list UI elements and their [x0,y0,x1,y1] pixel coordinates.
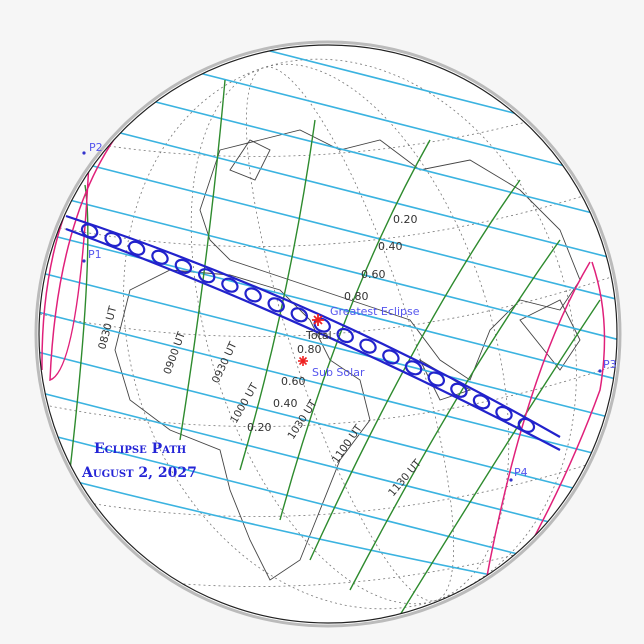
meridian-line [123,58,577,610]
umbra-shadow-oval [427,371,446,387]
umbra-shadow-oval [495,405,513,422]
p4-dot [509,478,513,482]
greatest-eclipse-label: Greatest Eclipse [330,305,420,318]
p3-dot [598,369,602,373]
magnitude-label: 0.20 [247,421,272,434]
umbra-shadow-oval [404,360,423,376]
time-lines [69,79,601,616]
magnitude-line [39,349,617,501]
umbra-shadow-oval [267,297,285,313]
magnitude-label: 0.20 [393,213,418,226]
title-line-1: Eclipse Path [94,441,186,457]
penumbra-limit-east [479,261,591,616]
magnitude-label: 0.40 [378,240,403,253]
contact-point-p1: P1 [88,248,102,261]
magnitude-label: 0.60 [281,375,306,388]
umbra-shadow-oval [197,268,216,284]
umbra-shadow-oval [127,240,146,256]
umbra-shadow-oval [244,287,262,303]
parallel-line [39,363,617,427]
magnitude-line [39,309,617,461]
umbra-shadow-oval [80,223,99,239]
umbra-shadow-oval [174,258,193,274]
total-label: Total [305,329,332,342]
umbra-shadow-oval [221,277,239,293]
magnitude-line [39,389,617,541]
umbra-shadow-oval [472,394,491,410]
time-line [399,299,601,616]
eclipse-path [65,214,561,451]
time-line [279,139,431,521]
magnitude-label: 0.80 [344,290,369,303]
contact-point-p3: P3 [603,358,617,371]
magnitude-label: 0.60 [361,268,386,281]
contact-point-p4: P4 [514,466,528,479]
time-line [239,119,316,471]
magnitude-line [39,149,617,301]
parallel-line [39,453,617,517]
magnitude-label: 0.40 [273,397,298,410]
umbra-shadow-oval [104,231,122,248]
globe-outline [38,44,618,624]
umbra-shadow-oval [382,349,400,365]
path-south-limit [65,227,561,451]
magnitude-label: 0.80 [297,343,322,356]
contact-point-p2: P2 [89,141,103,154]
continent-outline [114,269,371,581]
path-north-limit [65,214,561,438]
parallel-line [39,93,617,157]
time-line [309,179,521,561]
magnitude-line [39,229,617,381]
p1-dot [82,259,86,263]
umbra-shadow-oval [450,382,468,398]
time-line [179,79,226,441]
umbra-shadow-oval [151,249,169,265]
umbra-shadow-oval [517,417,536,433]
magnitude-line [39,189,617,341]
umbra-shadow-oval [359,338,377,354]
sub-solar-label: Sub Solar [312,366,365,379]
greatest-eclipse-star-icon [312,314,324,326]
sub-solar-star-icon [298,356,308,366]
umbra-shadow-oval [313,317,331,333]
p2-dot [82,151,86,155]
title-line-2: August 2, 2027 [81,465,197,481]
umbra-shadow-oval [290,307,309,323]
umbra-shadow-oval [336,327,354,344]
continent-outline [199,129,581,381]
continent-outline [229,139,271,181]
meridian-line [245,66,455,602]
